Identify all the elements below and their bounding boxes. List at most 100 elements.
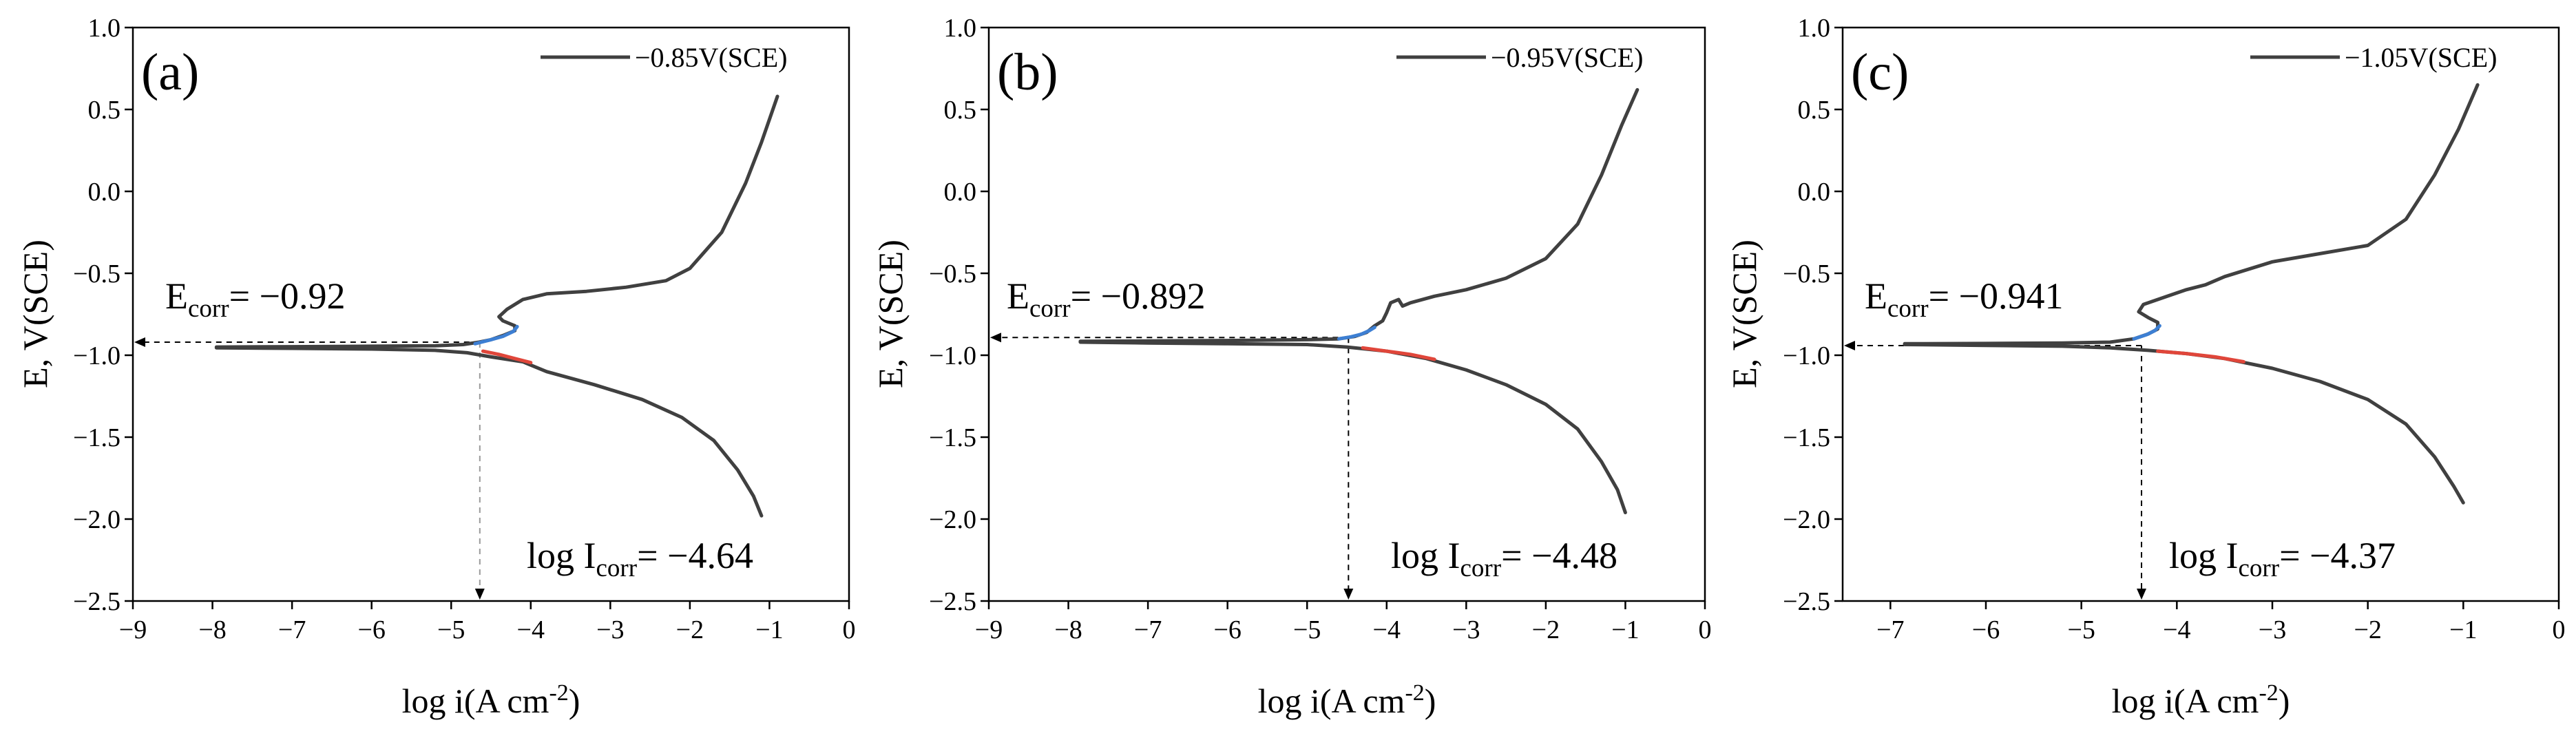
- x-axis-title-superscript: -2: [2259, 680, 2278, 706]
- icorr-symbol: log I: [2169, 535, 2239, 576]
- icorr-annotation: log Icorr= −4.48: [1391, 535, 1617, 582]
- y-tick-label: −1.5: [73, 423, 121, 452]
- y-tick-label: −1.5: [1783, 423, 1830, 452]
- x-tick-label: −6: [357, 615, 385, 644]
- y-tick-label: 1.0: [88, 14, 121, 43]
- ecorr-subscript: corr: [1029, 295, 1071, 323]
- ecorr-subscript: corr: [188, 295, 229, 323]
- x-tick-label: −9: [119, 615, 147, 644]
- x-axis-title-tail: ): [2279, 682, 2290, 720]
- icorr-symbol: log I: [1391, 535, 1460, 576]
- x-tick-label: −1: [1611, 615, 1639, 644]
- y-tick-label: 0.5: [944, 96, 977, 125]
- y-tick-label: −0.5: [73, 260, 121, 288]
- panel-label: (c): [1851, 43, 1909, 101]
- panel-a: (a) −0.85V(SCE) Ecorr= −0.92 log Icorr= …: [16, 14, 856, 720]
- x-tick-label: −8: [198, 615, 226, 644]
- y-axis-title: E, V(SCE): [16, 240, 54, 388]
- x-tick-label: −6: [1213, 615, 1241, 644]
- x-axis-title-superscript: -2: [1405, 680, 1424, 706]
- x-tick-label: −4: [1373, 615, 1401, 644]
- x-tick-label: −4: [517, 615, 545, 644]
- y-tick-label: −0.5: [929, 260, 976, 288]
- ecorr-value: = −0.941: [1929, 275, 2064, 317]
- x-axis-title-superscript: -2: [549, 680, 568, 706]
- ecorr-annotation: Ecorr= −0.892: [1007, 275, 1206, 323]
- panel-label: (a): [141, 43, 199, 101]
- icorr-subscript: corr: [1460, 554, 1502, 582]
- icorr-subscript: corr: [2239, 554, 2280, 582]
- plot-frame: [1841, 26, 2560, 602]
- x-tick-label: −8: [1054, 615, 1082, 644]
- ecorr-annotation: Ecorr= −0.92: [165, 275, 346, 323]
- x-axis-title-main: log i(A cm: [402, 682, 549, 720]
- series-cathodic: [1903, 343, 2465, 505]
- ecorr-symbol: E: [1007, 275, 1029, 317]
- y-tick-label: 1.0: [944, 14, 977, 43]
- x-axis-title: log i(A cm-2): [402, 680, 580, 720]
- x-tick-label: −5: [437, 615, 465, 644]
- y-tick-label: −2.5: [1783, 587, 1830, 616]
- ecorr-symbol: E: [1865, 275, 1887, 317]
- y-tick-label: −0.5: [1783, 260, 1830, 288]
- ecorr-symbol: E: [165, 275, 188, 317]
- y-tick-label: −2.5: [929, 587, 976, 616]
- icorr-value: = −4.48: [1501, 535, 1617, 576]
- series-anodic-tafel-fit: [473, 324, 519, 346]
- ecorr-subscript: corr: [1887, 295, 1929, 323]
- icorr-arrowhead: [474, 589, 485, 600]
- x-tick-label: −1: [755, 615, 783, 644]
- x-axis-title: log i(A cm-2): [1258, 680, 1436, 720]
- series-anodic: [214, 94, 779, 349]
- ecorr-value: = −0.92: [229, 275, 346, 317]
- y-tick-label: −2.0: [73, 505, 121, 534]
- panel-b: (b) −0.95V(SCE) Ecorr= −0.892 log Icorr=…: [871, 14, 1712, 720]
- x-tick-label: −3: [1452, 615, 1480, 644]
- series-cathodic-tafel-fit: [2156, 349, 2245, 363]
- panel-c: (c) −1.05V(SCE) Ecorr= −0.941 log Icorr=…: [1725, 14, 2566, 720]
- ecorr-arrowhead: [990, 333, 1001, 343]
- x-axis-title-main: log i(A cm: [1258, 682, 1405, 720]
- y-tick-label: 1.0: [1798, 14, 1831, 43]
- y-axis-title: E, V(SCE): [871, 240, 910, 388]
- x-tick-label: −7: [278, 615, 306, 644]
- icorr-subscript: corr: [596, 554, 638, 582]
- series-cathodic: [1078, 340, 1627, 514]
- series-anodic-tafel-fit: [2132, 324, 2161, 341]
- y-tick-label: −1.0: [73, 341, 121, 370]
- x-axis-title-main: log i(A cm: [2112, 682, 2259, 720]
- x-axis-title-tail: ): [1425, 682, 1436, 720]
- icorr-value: = −4.37: [2279, 535, 2396, 576]
- icorr-arrowhead: [1343, 589, 1354, 600]
- x-tick-label: 0: [843, 615, 856, 644]
- legend-label: −1.05V(SCE): [2345, 42, 2497, 73]
- icorr-annotation: log Icorr= −4.64: [527, 535, 753, 582]
- x-tick-label: −3: [596, 615, 624, 644]
- x-tick-label: −5: [1293, 615, 1321, 644]
- legend-label: −0.85V(SCE): [635, 42, 787, 73]
- ecorr-value: = −0.892: [1071, 275, 1206, 317]
- x-tick-label: −4: [2163, 615, 2190, 644]
- series-cathodic-tafel-fit: [481, 349, 533, 365]
- y-tick-label: −1.0: [929, 341, 976, 370]
- series-anodic-tafel-fit: [1337, 326, 1376, 341]
- panel-label: (b): [997, 43, 1058, 101]
- x-tick-label: −2: [1532, 615, 1560, 644]
- x-axis-title-tail: ): [569, 682, 580, 720]
- y-tick-label: 0.0: [944, 178, 977, 207]
- y-tick-label: 0.5: [1798, 96, 1831, 125]
- y-tick-label: −1.0: [1783, 341, 1830, 370]
- y-tick-label: 0.0: [88, 178, 121, 207]
- plot-frame: [132, 26, 850, 602]
- x-tick-label: −2: [676, 615, 704, 644]
- ecorr-annotation: Ecorr= −0.941: [1865, 275, 2064, 323]
- icorr-arrowhead: [2137, 589, 2147, 600]
- plot-frame: [987, 26, 1706, 602]
- legend-label: −0.95V(SCE): [1491, 42, 1643, 73]
- series-cathodic-tafel-fit: [1361, 346, 1436, 361]
- icorr-annotation: log Icorr= −4.37: [2169, 535, 2396, 582]
- y-tick-label: 0.0: [1798, 178, 1831, 207]
- series-cathodic: [214, 346, 764, 518]
- x-tick-label: 0: [1699, 615, 1712, 644]
